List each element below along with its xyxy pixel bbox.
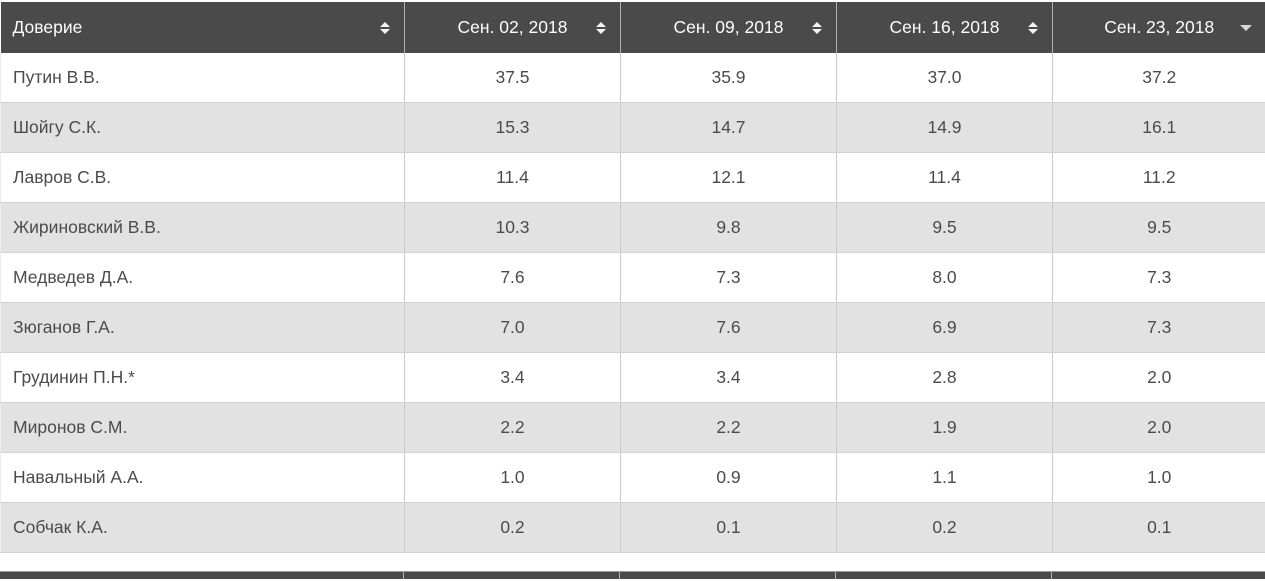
person-name-cell: Лавров С.В. (1, 153, 405, 203)
rating-value-cell: 7.6 (405, 253, 621, 303)
next-table-header-partial (0, 571, 1265, 579)
rating-value-cell: 8.0 (837, 253, 1053, 303)
column-header-label: Сен. 09, 2018 (674, 17, 784, 37)
sort-both-icon (1028, 22, 1038, 34)
rating-value-cell: 37.5 (405, 53, 621, 103)
rating-value-cell: 1.1 (837, 453, 1053, 503)
rating-value-cell: 2.2 (405, 403, 621, 453)
header-row: Доверие Сен. 02, 2018 Сен. 09, 2018 Сен. 16… (1, 2, 1265, 53)
next-table-header-cell (0, 572, 404, 579)
rating-value-cell: 11.4 (837, 153, 1053, 203)
sort-both-icon (812, 22, 822, 34)
column-header-trust[interactable]: Доверие (1, 2, 405, 53)
rating-value-cell: 7.3 (1053, 303, 1265, 353)
rating-value-cell: 15.3 (405, 103, 621, 153)
person-name-cell: Жириновский В.В. (1, 203, 405, 253)
rating-value-cell: 0.1 (621, 503, 837, 553)
person-name-cell: Миронов С.М. (1, 403, 405, 453)
person-name-cell: Зюганов Г.А. (1, 303, 405, 353)
person-name-cell: Шойгу С.К. (1, 103, 405, 153)
column-header-date-3[interactable]: Сен. 23, 2018 (1053, 2, 1265, 53)
person-name-cell: Грудинин П.Н.* (1, 353, 405, 403)
rating-value-cell: 0.9 (621, 453, 837, 503)
person-name-cell: Медведев Д.А. (1, 253, 405, 303)
column-header-date-2[interactable]: Сен. 16, 2018 (837, 2, 1053, 53)
trust-ratings-table: Доверие Сен. 02, 2018 Сен. 09, 2018 Сен. 16… (0, 2, 1265, 553)
column-header-label: Сен. 16, 2018 (890, 17, 1000, 37)
rating-value-cell: 9.5 (837, 203, 1053, 253)
rating-value-cell: 12.1 (621, 153, 837, 203)
person-name-cell: Навальный А.А. (1, 453, 405, 503)
column-header-label: Доверие (13, 17, 83, 37)
rating-value-cell: 3.4 (621, 353, 837, 403)
rating-value-cell: 2.0 (1053, 403, 1265, 453)
rating-value-cell: 10.3 (405, 203, 621, 253)
rating-value-cell: 1.9 (837, 403, 1053, 453)
rating-value-cell: 9.5 (1053, 203, 1265, 253)
rating-value-cell: 0.2 (837, 503, 1053, 553)
column-header-date-1[interactable]: Сен. 09, 2018 (621, 2, 837, 53)
sort-both-icon (596, 22, 606, 34)
rating-value-cell: 11.2 (1053, 153, 1265, 203)
rating-value-cell: 7.3 (1053, 253, 1265, 303)
column-header-label: Сен. 23, 2018 (1104, 17, 1214, 37)
rating-value-cell: 6.9 (837, 303, 1053, 353)
rating-value-cell: 7.6 (621, 303, 837, 353)
person-name-cell: Собчак К.А. (1, 503, 405, 553)
table-header: Доверие Сен. 02, 2018 Сен. 09, 2018 Сен. 16… (1, 2, 1265, 53)
column-header-label: Сен. 02, 2018 (458, 17, 568, 37)
rating-value-cell: 9.8 (621, 203, 837, 253)
rating-value-cell: 7.3 (621, 253, 837, 303)
next-table-header-cell (1052, 572, 1265, 579)
rating-value-cell: 3.4 (405, 353, 621, 403)
next-table-header-cell (404, 572, 620, 579)
rating-value-cell: 2.8 (837, 353, 1053, 403)
column-header-date-0[interactable]: Сен. 02, 2018 (405, 2, 621, 53)
rating-value-cell: 7.0 (405, 303, 621, 353)
sort-both-icon (380, 22, 390, 34)
rating-value-cell: 2.0 (1053, 353, 1265, 403)
rating-value-cell: 14.7 (621, 103, 837, 153)
rating-value-cell: 16.1 (1053, 103, 1265, 153)
rating-value-cell: 0.2 (405, 503, 621, 553)
rating-value-cell: 35.9 (621, 53, 837, 103)
next-table-header-cell (620, 572, 836, 579)
rating-value-cell: 11.4 (405, 153, 621, 203)
rating-value-cell: 0.1 (1053, 503, 1265, 553)
rating-value-cell: 2.2 (621, 403, 837, 453)
rating-value-cell: 37.0 (837, 53, 1053, 103)
rating-value-cell: 1.0 (405, 453, 621, 503)
rating-value-cell: 14.9 (837, 103, 1053, 153)
rating-value-cell: 37.2 (1053, 53, 1265, 103)
next-table-header-cell (836, 572, 1052, 579)
sort-desc-icon (1240, 25, 1252, 31)
rating-value-cell: 1.0 (1053, 453, 1265, 503)
person-name-cell: Путин В.В. (1, 53, 405, 103)
